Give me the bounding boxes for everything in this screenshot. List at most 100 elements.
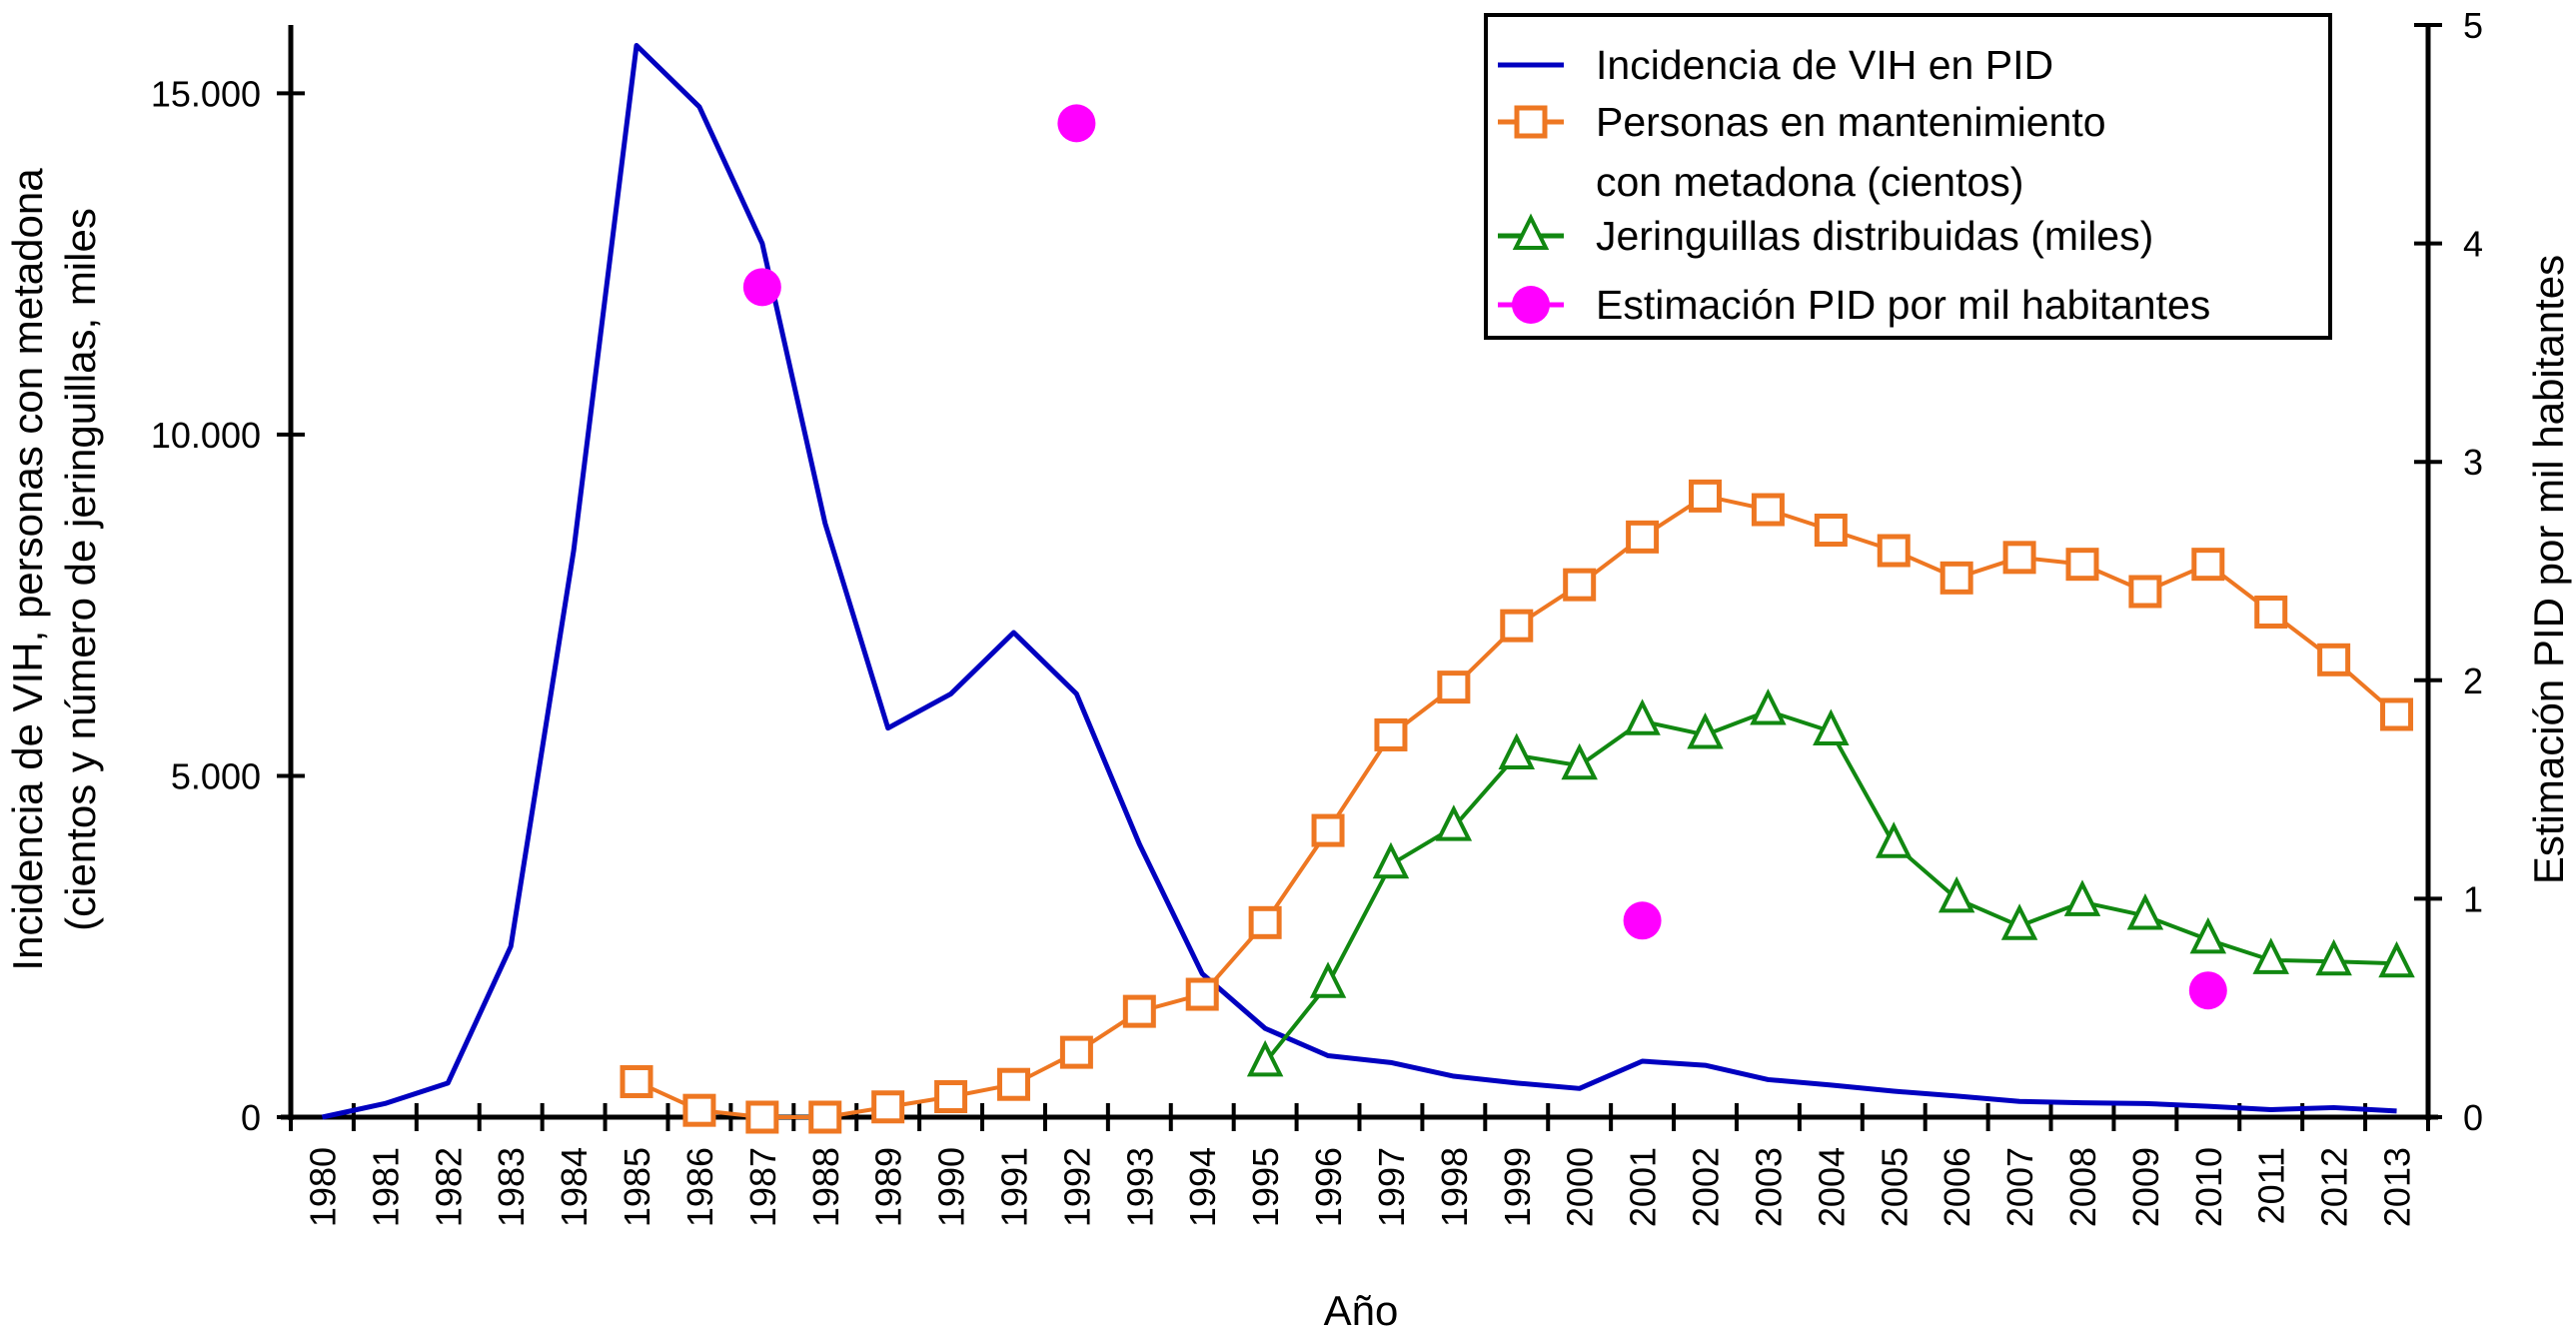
data-point [1876,821,1913,858]
y-right-tick-label: 5 [2463,5,2483,46]
data-point [2002,541,2036,575]
data-point [2188,971,2227,1010]
x-tick-label: 1983 [491,1147,532,1227]
axes: 1980 1981 1982 1983 1984 1985 1986 1987 1988 1989… [151,5,2483,1227]
x-tick-label: 1999 [1497,1147,1538,1227]
data-point [1374,717,1408,751]
x-tick-label: 1984 [554,1147,595,1227]
legend-label: Estimación PID por mil habitantes [1596,282,2210,328]
data-point [808,1100,842,1134]
data-point [1311,813,1345,847]
data-point [2315,938,2352,976]
y-axis-left-title-line2: (cientos y número de jeringuillas, miles [57,208,104,931]
legend-swatch-marker [1514,105,1548,139]
legend-label: Personas en mantenimiento [1596,99,2106,145]
data-point [1498,732,1536,769]
x-tick-label: 2001 [1623,1147,1664,1227]
data-point [2254,595,2288,629]
x-tick-label: 1996 [1308,1147,1349,1227]
legend-swatch-marker [1512,286,1550,324]
data-point [1122,994,1156,1028]
data-point [1563,568,1597,602]
x-tick-label: 2003 [1748,1147,1789,1227]
x-tick-label: 1980 [302,1147,343,1227]
x-tick-label: 1990 [931,1147,972,1227]
y-left-tick-label: 0 [241,1097,261,1138]
data-point [1057,104,1096,143]
data-point [1626,520,1660,554]
data-point [2191,548,2225,582]
x-tick-label: 1986 [679,1147,720,1227]
data-point [1248,905,1282,939]
series-line [1263,708,2397,1064]
x-tick-label: 1989 [868,1147,909,1227]
data-point [1309,961,1347,998]
legend-label: Incidencia de VIH en PID [1596,42,2053,88]
data-point [2000,903,2038,940]
x-axis-title: Año [1324,1287,1399,1334]
x-tick-label: 2007 [1999,1147,2040,1227]
data-point [934,1080,968,1114]
y-axis-right-title: Estimación PID por mil habitantes [2525,255,2572,884]
x-tick-label: 2002 [1686,1147,1727,1227]
data-point [1246,1039,1284,1077]
data-point [2380,697,2414,731]
x-tick-label: 1992 [1056,1147,1097,1227]
data-point [1813,708,1850,746]
data-point [742,268,781,307]
data-point [1687,711,1724,749]
series-layer [321,42,2415,1134]
data-point [1937,875,1975,913]
x-tick-label: 2004 [1811,1147,1852,1227]
x-tick-label: 1991 [993,1147,1034,1227]
series-2 [1246,688,2415,1077]
data-point [745,1100,779,1134]
data-point [2065,548,2099,582]
y-right-tick-label: 1 [2463,878,2483,919]
data-point [1372,841,1410,879]
data-point [620,1064,653,1098]
data-point [1561,742,1598,780]
y-left-tick-label: 5.000 [171,755,261,796]
series-0 [321,42,2397,1120]
y-left-tick-label: 15.000 [151,73,261,114]
y-right-tick-label: 0 [2463,1097,2483,1138]
y-right-tick-label: 4 [2463,224,2483,265]
legend-box [1484,13,2332,340]
x-tick-label: 2010 [2188,1147,2229,1227]
x-tick-label: 2006 [1936,1147,1977,1227]
series-3 [742,104,2227,1010]
x-tick-label: 1982 [428,1147,469,1227]
data-point [2378,940,2415,978]
x-tick-label: 1981 [365,1147,406,1227]
x-tick-label: 2011 [2251,1147,2292,1224]
data-point [1435,804,1473,841]
x-tick-label: 1985 [617,1147,657,1227]
data-point [1750,688,1787,725]
data-point [2128,575,2162,609]
x-tick-label: 1998 [1434,1147,1475,1227]
data-point [871,1090,905,1124]
y-right-tick-label: 2 [2463,661,2483,701]
data-point [1624,698,1661,735]
y-right-tick-label: 3 [2463,442,2483,483]
x-tick-label: 2008 [2062,1147,2103,1227]
x-tick-label: 2013 [2377,1147,2418,1227]
y-left-tick-label: 10.000 [151,415,261,456]
x-tick-label: 2012 [2314,1147,2355,1227]
y-axis-left-title-line1: Incidencia de VIH, personas con metadona [4,168,51,971]
x-tick-label: 1995 [1245,1147,1286,1227]
legend-label: con metadona (cientos) [1596,159,2023,205]
data-point [2063,879,2101,916]
data-point [1623,901,1662,940]
data-point [1939,561,1973,595]
x-tick-label: 2005 [1874,1147,1915,1227]
x-tick-label: 1988 [805,1147,846,1227]
series-line [321,42,2397,1120]
data-point [1500,609,1534,643]
x-tick-label: 1994 [1182,1147,1223,1227]
data-point [1877,534,1911,568]
data-point [1437,670,1471,704]
x-tick-label: 2000 [1560,1147,1601,1227]
data-point [2317,643,2351,676]
